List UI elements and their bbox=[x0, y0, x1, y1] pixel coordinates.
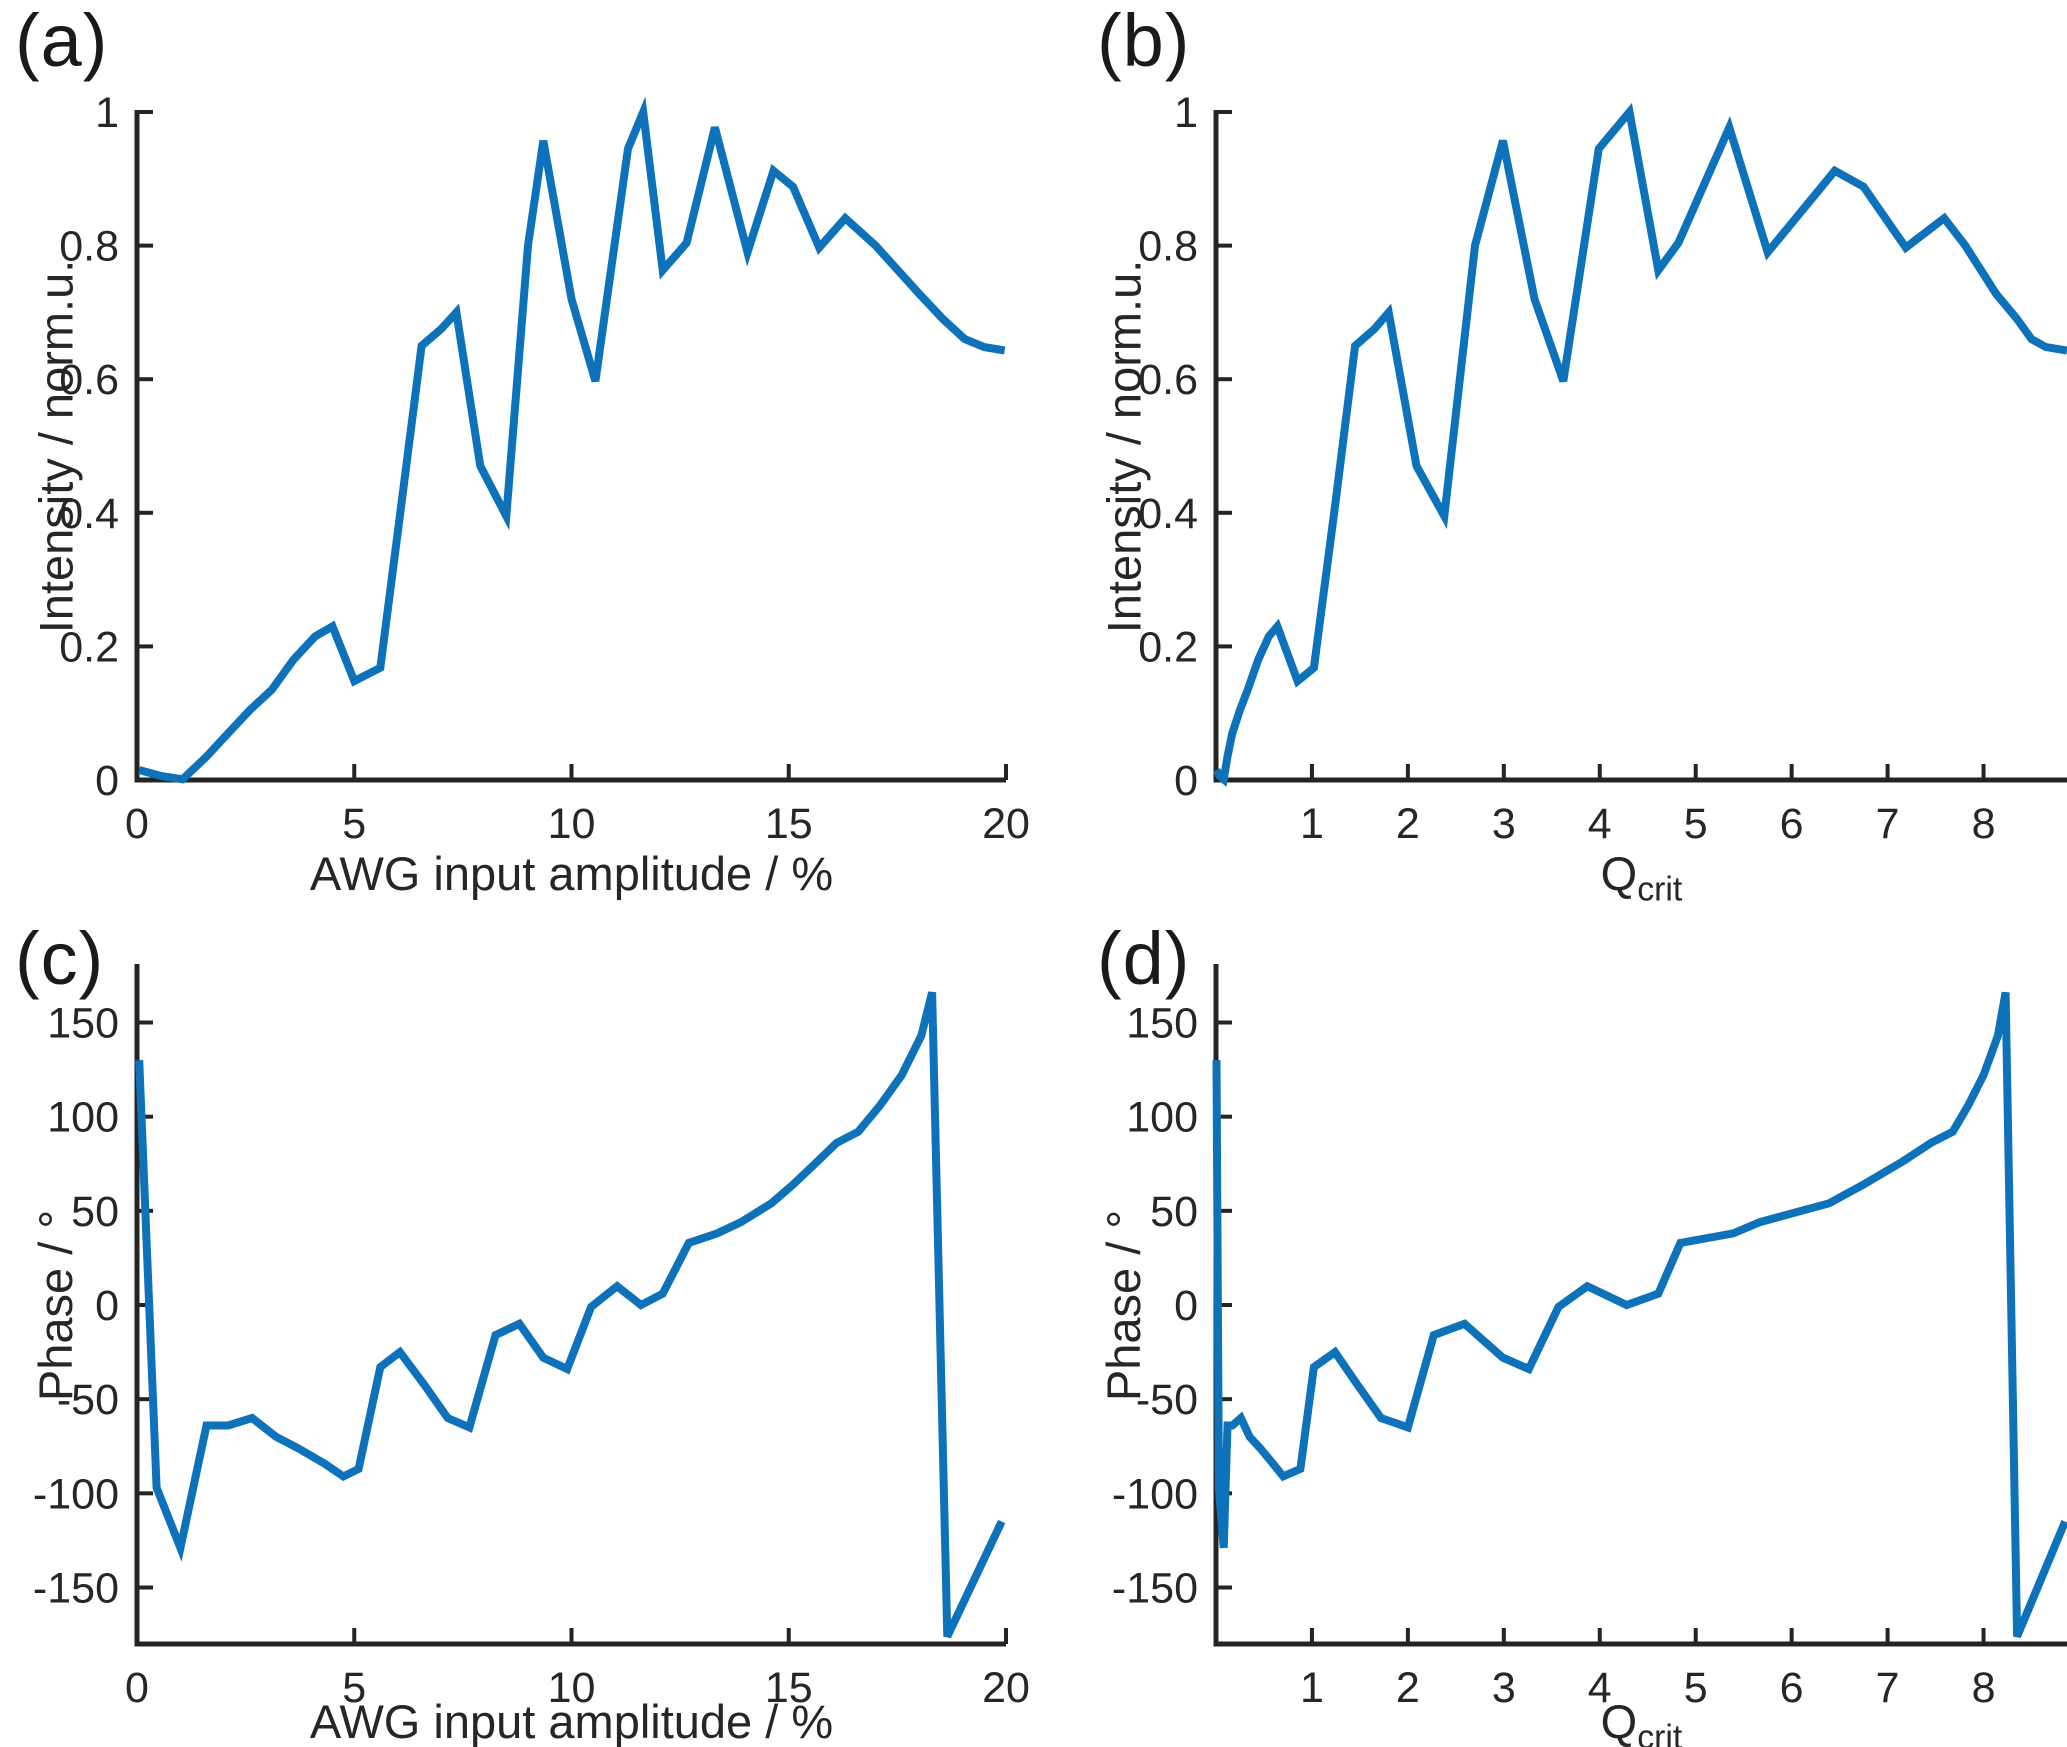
data-line bbox=[1212, 102, 2067, 787]
y-tick-label: 100 bbox=[47, 1094, 119, 1142]
y-tick-label: 1 bbox=[95, 89, 119, 137]
x-axis-label-b: Q bbox=[1600, 847, 1638, 900]
y-tick-label: -150 bbox=[33, 1565, 119, 1613]
panel-label-b: (b) bbox=[1097, 0, 1191, 82]
y-tick-label: 0.4 bbox=[59, 490, 119, 538]
panel-label-c: (c) bbox=[15, 917, 105, 1000]
y-tick-label: 0 bbox=[95, 757, 119, 805]
x-axis-label-a: AWG input amplitude / % bbox=[309, 847, 834, 900]
panel-label-d: (d) bbox=[1097, 917, 1191, 1000]
plot-b: 1 2 3 4 5 6 7 8 0 0.2 0.4 0.6 0.8 1 bbox=[1138, 89, 2067, 848]
x-tick-label: 4 bbox=[1588, 800, 1612, 848]
panel-d: (d) Phase / ° 1 2 3 4 5 6 7 8 -150 -100 -50 0 50 100 1… bbox=[1033, 873, 2067, 1747]
y-tick-label: 0.2 bbox=[1138, 623, 1198, 671]
data-line bbox=[138, 96, 1006, 784]
y-tick-label: 0.6 bbox=[59, 356, 119, 404]
x-axis-label-box-b: Qcrit bbox=[1216, 846, 2067, 909]
x-tick-label: 2 bbox=[1396, 1664, 1420, 1712]
data-line bbox=[135, 991, 1006, 1639]
plot-a: 0 5 10 15 20 0 0.2 0.4 0.6 0.8 1 bbox=[59, 89, 1030, 848]
panel-label-a: (a) bbox=[15, 0, 109, 82]
y-tick-label: -50 bbox=[1136, 1376, 1198, 1424]
y-tick-label: -50 bbox=[57, 1376, 119, 1424]
data-line bbox=[1212, 991, 2067, 1639]
y-tick-label: 0.4 bbox=[1138, 490, 1198, 538]
y-tick-label: 50 bbox=[1150, 1188, 1198, 1236]
x-tick-label: 4 bbox=[1588, 1664, 1612, 1712]
y-tick-label: 150 bbox=[47, 1000, 119, 1048]
x-axis-label-sub-d: crit bbox=[1637, 1718, 1683, 1747]
panel-a: (a) Intensity / norm.u. 0 5 10 15 20 0 0.2 0.4 0… bbox=[0, 0, 1033, 900]
x-tick-label: 8 bbox=[1972, 800, 1996, 848]
x-tick-label: 20 bbox=[982, 1664, 1030, 1712]
plot-c: 0 5 10 15 20 -150 -100 -50 0 50 100 150 bbox=[33, 964, 1030, 1712]
x-tick-label: 5 bbox=[1684, 800, 1708, 848]
x-tick-label: 0 bbox=[125, 800, 149, 848]
x-tick-label: 10 bbox=[548, 800, 596, 848]
x-axis-label-c: AWG input amplitude / % bbox=[309, 1695, 834, 1747]
y-tick-label: 150 bbox=[1126, 1000, 1198, 1048]
x-tick-label: 6 bbox=[1780, 800, 1804, 848]
x-tick-label: 5 bbox=[342, 800, 366, 848]
y-tick-label: 0.6 bbox=[1138, 356, 1198, 404]
panel-c: (c) Phase / ° 0 5 10 15 20 -150 -100 -50 0 50 100 1… bbox=[0, 873, 1033, 1747]
x-tick-label: 1 bbox=[1300, 1664, 1324, 1712]
y-tick-label: -100 bbox=[33, 1470, 119, 1518]
x-tick-label: 3 bbox=[1492, 800, 1516, 848]
panel-b: (b) Intensity / norm.u. 1 2 3 4 5 6 7 8 0 0.2 0.4 0… bbox=[1033, 0, 2067, 908]
y-tick-label: 0 bbox=[1174, 1282, 1198, 1330]
x-axis-label-box-c: AWG input amplitude / % bbox=[137, 1694, 1006, 1747]
x-tick-label: 6 bbox=[1780, 1664, 1804, 1712]
x-tick-label: 10 bbox=[548, 1664, 596, 1712]
x-tick-label: 2 bbox=[1396, 800, 1420, 848]
y-tick-label: 0 bbox=[95, 1282, 119, 1330]
y-tick-label: 50 bbox=[71, 1188, 119, 1236]
x-tick-label: 15 bbox=[765, 800, 813, 848]
y-tick-label: 0.2 bbox=[59, 623, 119, 671]
y-tick-label: 100 bbox=[1126, 1094, 1198, 1142]
x-axis-label-box-d: Qcrit bbox=[1216, 1694, 2067, 1747]
y-tick-label: 0.8 bbox=[59, 223, 119, 271]
x-tick-label: 3 bbox=[1492, 1664, 1516, 1712]
y-tick-label: 0.8 bbox=[1138, 223, 1198, 271]
x-tick-label: 5 bbox=[342, 1664, 366, 1712]
x-tick-label: 15 bbox=[765, 1664, 813, 1712]
x-tick-label: 0 bbox=[125, 1664, 149, 1712]
x-tick-label: 7 bbox=[1876, 1664, 1900, 1712]
x-axis-label-box-a: AWG input amplitude / % bbox=[137, 846, 1006, 909]
y-tick-label: -150 bbox=[1112, 1565, 1198, 1613]
x-tick-label: 20 bbox=[982, 800, 1030, 848]
plot-d: 1 2 3 4 5 6 7 8 -150 -100 -50 0 50 100 150 bbox=[1112, 964, 2067, 1712]
x-axis-label-d: Q bbox=[1600, 1695, 1638, 1747]
x-tick-label: 7 bbox=[1876, 800, 1900, 848]
y-tick-label: -100 bbox=[1112, 1470, 1198, 1518]
x-axis-label-sub-b: crit bbox=[1637, 870, 1683, 909]
x-tick-label: 1 bbox=[1300, 800, 1324, 848]
x-tick-label: 8 bbox=[1972, 1664, 1996, 1712]
y-tick-label: 0 bbox=[1174, 757, 1198, 805]
x-tick-label: 5 bbox=[1684, 1664, 1708, 1712]
y-tick-label: 1 bbox=[1174, 89, 1198, 137]
